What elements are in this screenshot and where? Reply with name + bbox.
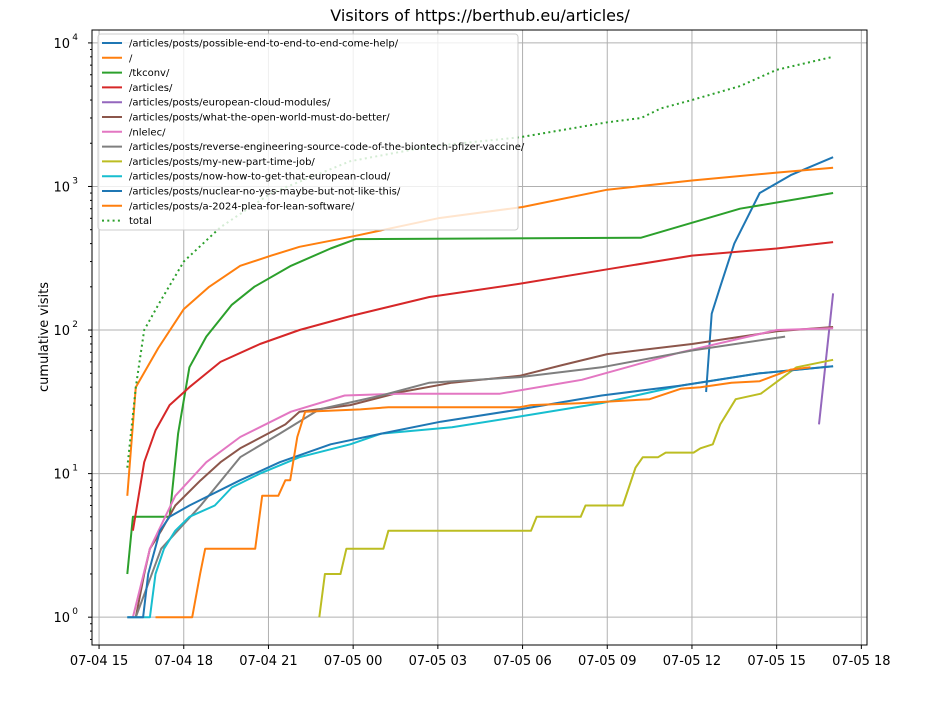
series-line (134, 335, 786, 618)
x-tick-label: 07-05 12 (663, 654, 721, 669)
series-line (131, 241, 834, 531)
legend-label: /articles/posts/possible-end-to-end-to-e… (129, 39, 399, 50)
legend-label: /articles/ (129, 83, 173, 94)
legend: /articles/posts/possible-end-to-end-to-e… (97, 33, 525, 231)
legend-label: /articles/posts/reverse-engineering-sour… (129, 142, 525, 153)
legend-box (97, 33, 519, 231)
legend-label: /articles/posts/european-cloud-modules/ (129, 98, 331, 109)
series-line (155, 366, 811, 619)
x-tick-label: 07-04 21 (239, 654, 297, 669)
series-line (126, 55, 834, 468)
series-line (818, 293, 835, 425)
x-tick-label: 07-05 06 (493, 654, 551, 669)
legend-label: /articles/posts/nuclear-no-yes-maybe-but… (129, 187, 401, 198)
chart-title: Visitors of https://berthub.eu/articles/ (330, 6, 630, 25)
x-tick-label: 07-05 15 (747, 654, 805, 669)
y-tick-label: 10 (53, 324, 70, 339)
legend-label: /nlelec/ (129, 127, 166, 138)
y-tick-label: 10 (53, 611, 70, 626)
y-tick-label: 10 (53, 468, 70, 483)
x-tick-label: 07-04 15 (70, 654, 128, 669)
series-group (126, 55, 835, 619)
x-tick-label: 07-05 00 (324, 654, 382, 669)
y-tick-exponent: 3 (72, 176, 78, 186)
legend-label: /tkconv/ (129, 68, 170, 79)
legend-label: /articles/posts/what-the-open-world-must… (129, 113, 390, 124)
series-line (134, 326, 834, 618)
y-tick-label: 10 (53, 180, 70, 195)
x-tick-label: 07-05 18 (832, 654, 890, 669)
legend-label: /articles/posts/now-how-to-get-that-euro… (129, 172, 391, 183)
legend-label: total (129, 216, 152, 227)
series-line (318, 358, 834, 618)
x-tick-label: 07-05 09 (578, 654, 636, 669)
series-line (131, 327, 834, 618)
x-tick-label: 07-05 03 (409, 654, 467, 669)
series-line (127, 365, 834, 619)
legend-label: /articles/posts/a-2024-plea-for-lean-sof… (129, 201, 355, 212)
axis-ticks: 07-04 15 07-04 18 07-04 21 07-05 00 07-05 03… (53, 33, 890, 669)
legend-label: /articles/posts/my-new-part-time-job/ (129, 157, 315, 168)
x-tick-label: 07-04 18 (155, 654, 213, 669)
y-axis-label: cumulative visits (37, 282, 52, 392)
series-line (705, 156, 834, 393)
y-tick-exponent: 2 (72, 320, 78, 330)
series-line (126, 192, 834, 575)
y-tick-exponent: 0 (72, 607, 78, 617)
series-line (126, 166, 834, 496)
y-tick-label: 10 (53, 37, 70, 52)
series-line (127, 365, 834, 619)
y-tick-exponent: 4 (72, 33, 78, 43)
y-tick-exponent: 1 (72, 464, 78, 474)
legend-label: / (129, 53, 133, 64)
plot-frame (91, 29, 868, 646)
